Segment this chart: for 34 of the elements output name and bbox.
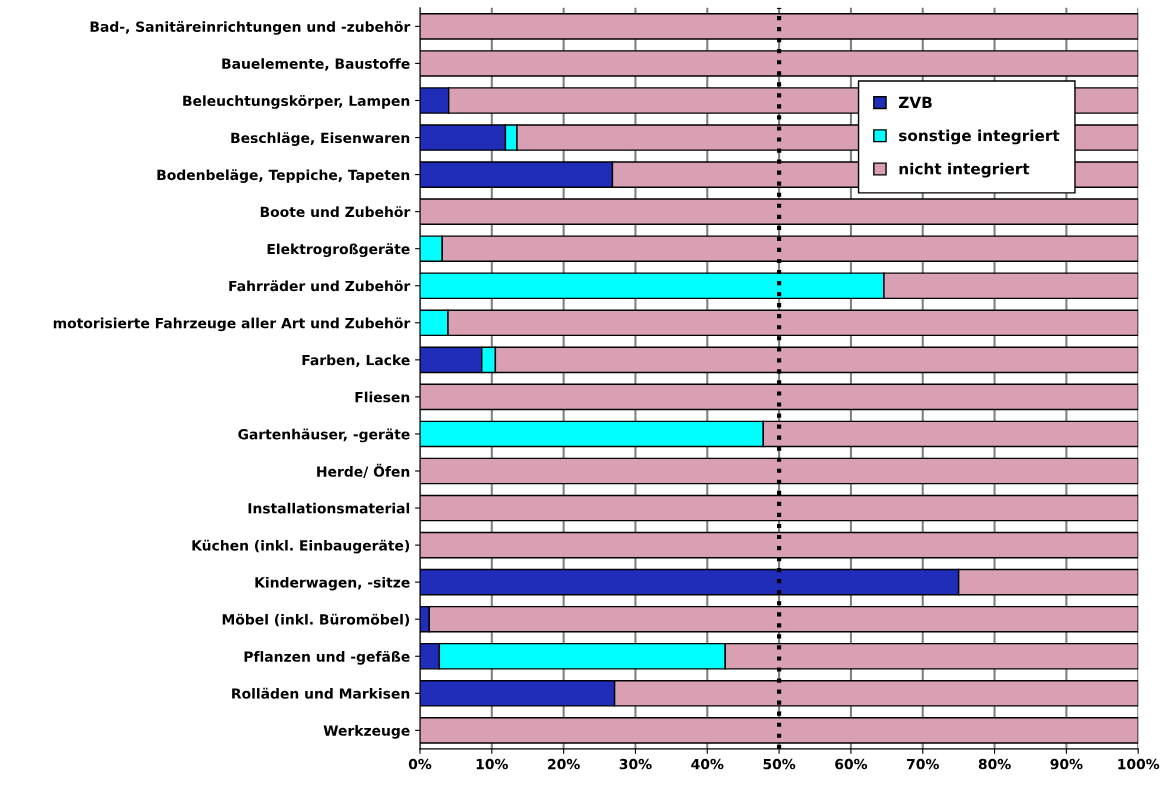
y-tick-label: Bad-, Sanitäreinrichtungen und -zubehör — [90, 21, 411, 35]
y-tick-label: Herde/ Öfen — [317, 463, 410, 478]
x-tick-label: 80% — [978, 758, 1011, 770]
y-tick-label: Beschläge, Eisenwaren — [231, 132, 410, 146]
y-tick-label: Bodenbeläge, Teppiche, Tapeten — [157, 169, 410, 183]
y-tick-label: Fliesen — [355, 391, 410, 403]
x-tick-label: 50% — [763, 758, 796, 770]
y-tick-label: Elektrogroßgeräte — [267, 243, 410, 258]
legend-label: nicht integriert — [899, 162, 1030, 178]
y-tick-label: Boote und Zubehör — [260, 206, 411, 218]
y-tick-label: Kinderwagen, -sitze — [255, 576, 410, 591]
x-tick-label: 40% — [691, 758, 724, 770]
y-tick-label: Werkzeuge — [323, 725, 410, 739]
y-tick-label: Möbel (inkl. Büromöbel) — [222, 613, 410, 627]
x-tick-label: 70% — [907, 758, 939, 770]
x-tick-label: 60% — [835, 758, 868, 770]
x-tick-label: 90% — [1050, 758, 1083, 770]
y-tick-label: motorisierte Fahrzeuge aller Art und Zubehör — [53, 317, 411, 332]
x-tick-label: 100% — [1118, 758, 1160, 770]
y-tick-label: Küchen (inkl. Einbaugeräte) — [192, 539, 410, 554]
legend-label: sonstige integriert — [899, 129, 1060, 145]
x-tick-label: 20% — [548, 758, 580, 770]
y-tick-label: Rolläden und Markisen — [232, 687, 410, 699]
y-tick-label: Gartenhäuser, -geräte — [238, 428, 410, 443]
y-tick-label: Pflanzen und -gefäße — [244, 650, 410, 665]
x-tick-label: 30% — [619, 758, 652, 770]
x-tick-label: 10% — [476, 758, 508, 770]
y-tick-label: Beleuchtungskörper, Lampen — [183, 95, 410, 109]
y-tick-label: Fahrräder und Zubehör — [229, 280, 411, 292]
x-tick-label: 0% — [408, 758, 432, 770]
y-tick-label: Bauelemente, Baustoffe — [222, 58, 410, 71]
y-tick-label: Farben, Lacke — [302, 354, 410, 368]
legend-label: ZVB — [898, 96, 932, 108]
y-tick-label: Installationsmaterial — [248, 502, 410, 514]
